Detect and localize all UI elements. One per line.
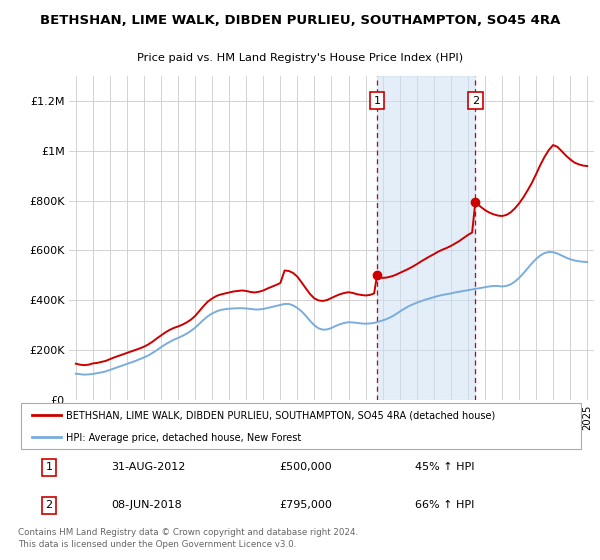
Text: 1: 1 [46, 463, 53, 473]
Text: 2: 2 [472, 96, 479, 106]
Text: £500,000: £500,000 [279, 463, 331, 473]
Text: 2: 2 [46, 500, 53, 510]
Text: BETHSHAN, LIME WALK, DIBDEN PURLIEU, SOUTHAMPTON, SO45 4RA: BETHSHAN, LIME WALK, DIBDEN PURLIEU, SOU… [40, 13, 560, 27]
Bar [377, 76, 475, 400]
Text: 08-JUN-2018: 08-JUN-2018 [112, 500, 182, 510]
Text: 1: 1 [374, 96, 380, 106]
Text: 66% ↑ HPI: 66% ↑ HPI [415, 500, 474, 510]
Text: HPI: Average price, detached house, New Forest: HPI: Average price, detached house, New … [66, 433, 301, 443]
Text: Contains HM Land Registry data © Crown copyright and database right 2024.
This d: Contains HM Land Registry data © Crown c… [18, 528, 358, 549]
FancyBboxPatch shape [21, 403, 581, 449]
Text: £795,000: £795,000 [279, 500, 332, 510]
Text: 31-AUG-2012: 31-AUG-2012 [112, 463, 186, 473]
Text: Price paid vs. HM Land Registry's House Price Index (HPI): Price paid vs. HM Land Registry's House … [137, 53, 463, 63]
Text: 45% ↑ HPI: 45% ↑ HPI [415, 463, 475, 473]
Text: BETHSHAN, LIME WALK, DIBDEN PURLIEU, SOUTHAMPTON, SO45 4RA (detached house): BETHSHAN, LIME WALK, DIBDEN PURLIEU, SOU… [66, 410, 496, 421]
